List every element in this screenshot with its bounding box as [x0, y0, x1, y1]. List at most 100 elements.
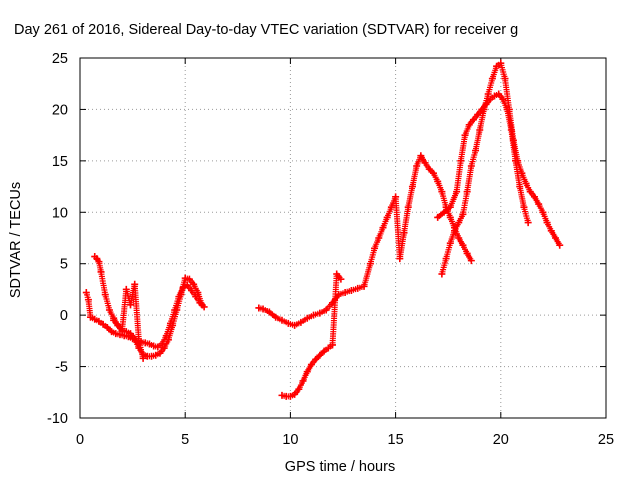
- series-5-markers: [279, 271, 343, 400]
- data-point: [463, 249, 471, 257]
- data-point: [91, 315, 99, 323]
- data-point: [324, 344, 332, 352]
- data-point: [499, 95, 507, 103]
- x-tick-label: 5: [181, 432, 189, 448]
- data-point: [488, 75, 496, 83]
- data-point: [194, 289, 202, 297]
- data-point: [396, 255, 404, 263]
- data-point: [379, 224, 387, 232]
- chart-title: Day 261 of 2016, Sidereal Day-to-day VTE…: [14, 22, 518, 38]
- data-point: [307, 361, 315, 369]
- data-point: [82, 289, 90, 297]
- data-point: [400, 229, 408, 237]
- axis-ticks: 0 5 10 15 20 25 -10 -5 0 5 10 15 20 25: [47, 51, 614, 448]
- data-point: [284, 319, 292, 327]
- data-point: [495, 90, 503, 98]
- data-point: [255, 304, 263, 312]
- data-point: [114, 321, 122, 329]
- data-point: [164, 336, 172, 344]
- series-6: [438, 59, 564, 278]
- data-point: [322, 306, 330, 314]
- y-tick-label: 5: [60, 257, 68, 273]
- data-point: [524, 219, 532, 227]
- data-point: [320, 347, 328, 355]
- data-point: [493, 62, 501, 70]
- data-point: [333, 270, 341, 278]
- data-point: [95, 258, 103, 266]
- data-point: [183, 281, 191, 289]
- x-tick-label: 20: [493, 432, 509, 448]
- data-point: [347, 286, 355, 294]
- x-axis-label: GPS time / hours: [285, 459, 395, 475]
- data-point: [118, 327, 126, 335]
- data-point: [446, 213, 454, 221]
- data-point: [139, 354, 147, 362]
- data-point: [490, 92, 498, 100]
- data-point: [461, 131, 469, 139]
- data-point: [116, 331, 124, 339]
- data-point: [181, 274, 189, 282]
- grid-lines: [80, 58, 606, 418]
- data-point: [148, 352, 156, 360]
- y-tick-label: -10: [47, 411, 68, 427]
- data-point: [417, 152, 425, 160]
- data-point: [425, 165, 433, 173]
- series-4-markers: [255, 152, 474, 329]
- data-point: [478, 105, 486, 113]
- data-point: [516, 183, 524, 191]
- data-point: [316, 309, 324, 317]
- series-1: [82, 281, 208, 351]
- series-3: [110, 280, 147, 362]
- data-point: [190, 280, 198, 288]
- data-point: [316, 351, 324, 359]
- data-point: [434, 213, 442, 221]
- data-point: [512, 157, 520, 165]
- data-point: [366, 260, 374, 268]
- data-point: [446, 239, 454, 247]
- data-point: [457, 157, 465, 165]
- data-point: [404, 203, 412, 211]
- data-point: [539, 208, 547, 216]
- data-point: [484, 90, 492, 98]
- data-point: [440, 208, 448, 216]
- data-point: [469, 116, 477, 124]
- y-tick-label: 20: [52, 102, 68, 118]
- data-point: [434, 177, 442, 185]
- data-point: [198, 301, 206, 309]
- data-point: [482, 100, 490, 108]
- series-5: [278, 270, 345, 400]
- data-point: [122, 285, 130, 293]
- data-point: [112, 330, 120, 338]
- data-point: [337, 275, 345, 283]
- data-point: [303, 314, 311, 322]
- data-point: [87, 313, 95, 321]
- data-point: [472, 147, 480, 155]
- data-point: [429, 169, 437, 177]
- data-point: [467, 162, 475, 170]
- data-point: [387, 203, 395, 211]
- data-point: [108, 328, 116, 336]
- data-point: [459, 210, 467, 218]
- data-point: [154, 343, 162, 351]
- data-point: [360, 282, 368, 290]
- plot-frame: [79, 57, 607, 419]
- data-point: [173, 306, 181, 314]
- data-point: [408, 183, 416, 191]
- data-point: [421, 159, 429, 167]
- data-point: [185, 275, 193, 283]
- y-tick-label: 15: [52, 154, 68, 170]
- data-point: [259, 305, 267, 313]
- data-point: [286, 392, 294, 400]
- data-point: [303, 368, 311, 376]
- data-point: [291, 390, 299, 398]
- data-point: [371, 244, 379, 252]
- y-axis-label: SDTVAR / TECUs: [8, 182, 24, 298]
- data-point: [556, 241, 564, 249]
- data-point: [503, 105, 511, 113]
- data-point: [451, 227, 459, 235]
- data-point: [438, 188, 446, 196]
- data-point: [438, 270, 446, 278]
- data-point: [535, 200, 543, 208]
- data-point: [110, 316, 118, 324]
